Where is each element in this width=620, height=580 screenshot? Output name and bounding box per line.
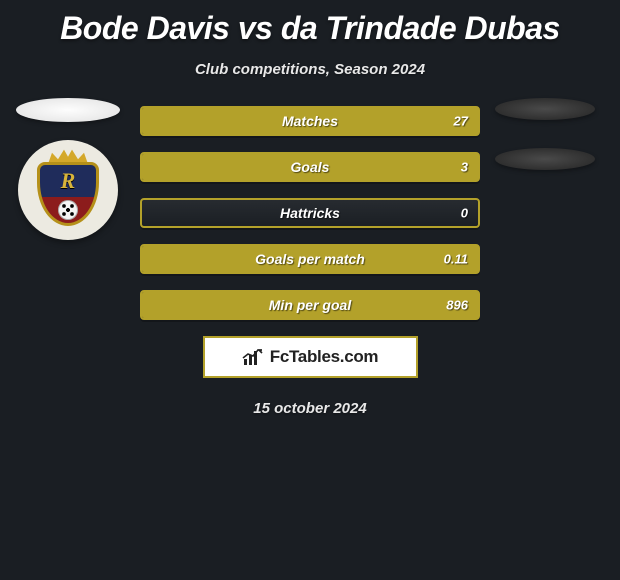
brand-badge[interactable]: FcTables.com: [203, 336, 418, 378]
crest-monogram: R: [37, 168, 99, 194]
stat-value-left: 27: [454, 114, 468, 129]
stat-label: Goals per match: [255, 251, 365, 267]
stat-label: Hattricks: [280, 205, 340, 221]
stat-value-left: 0.11: [444, 252, 468, 267]
comparison-arena: R Matches 27 Goals 3 Hattricks 0 Goals per mat…: [0, 106, 620, 320]
stat-row: Goals 3: [140, 152, 480, 182]
right-player-oval-1: [495, 98, 595, 120]
stat-row: Hattricks 0: [140, 198, 480, 228]
left-player-oval: [16, 98, 120, 122]
stat-label: Min per goal: [269, 297, 351, 313]
right-player-column: [490, 98, 600, 170]
stat-row: Min per goal 896: [140, 290, 480, 320]
right-player-oval-2: [495, 148, 595, 170]
stats-table: Matches 27 Goals 3 Hattricks 0 Goals per match…: [140, 106, 480, 320]
stat-value-left: 0: [461, 206, 468, 221]
page-title: Bode Davis vs da Trindade Dubas: [0, 0, 620, 47]
shield-icon: R: [37, 154, 99, 226]
stat-row: Matches 27: [140, 106, 480, 136]
subtitle: Club competitions, Season 2024: [0, 61, 620, 78]
soccer-ball-icon: [58, 200, 78, 220]
stat-label: Goals: [291, 159, 330, 175]
chart-icon: [242, 347, 264, 367]
stat-value-left: 896: [446, 298, 468, 313]
stat-row: Goals per match 0.11: [140, 244, 480, 274]
stat-label: Matches: [282, 113, 338, 129]
stat-value-left: 3: [461, 160, 468, 175]
left-player-column: R: [8, 98, 128, 240]
date-label: 15 october 2024: [0, 400, 620, 417]
brand-text: FcTables.com: [270, 347, 379, 367]
left-team-crest: R: [18, 140, 118, 240]
